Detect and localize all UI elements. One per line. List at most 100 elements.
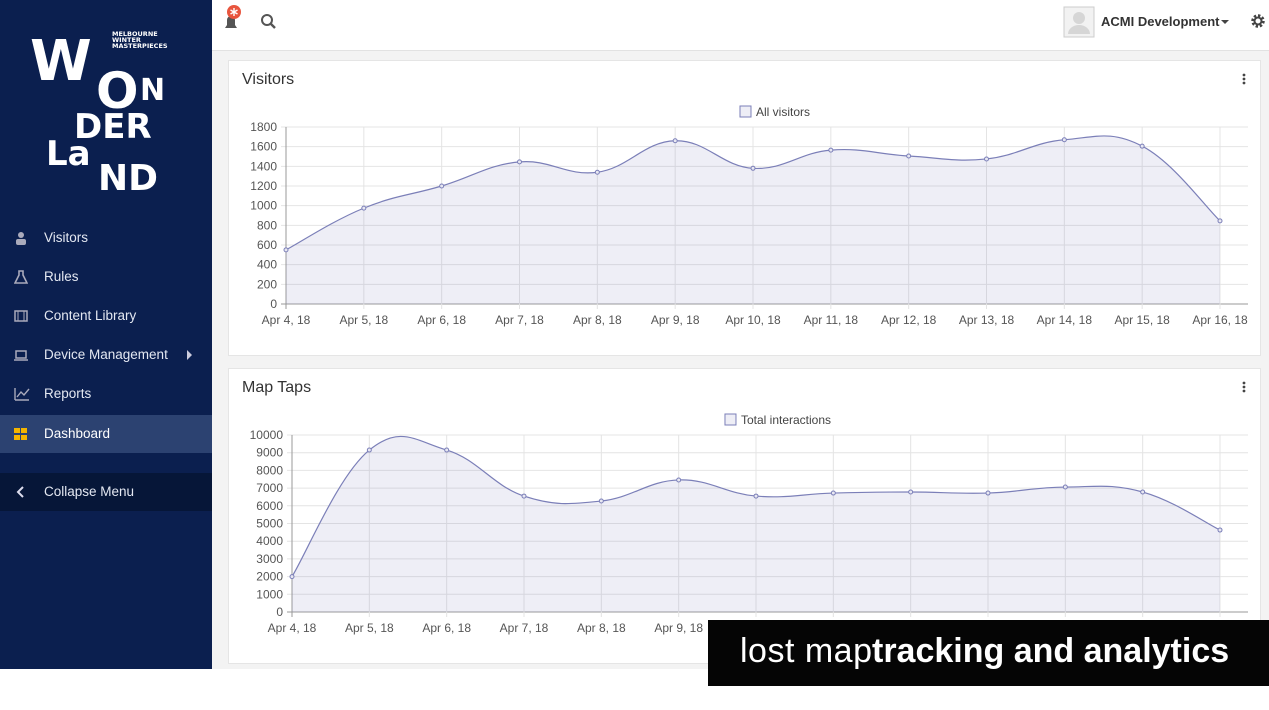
collapse-menu[interactable]: Collapse Menu: [0, 473, 212, 511]
top-bar: ACMI Development: [212, 0, 1269, 51]
y-tick-label: 6000: [256, 499, 283, 513]
point: [828, 147, 834, 153]
point: [753, 493, 759, 499]
icon: [14, 428, 27, 440]
point: [517, 159, 522, 165]
x-tick-label: Apr 11, 18: [804, 313, 859, 327]
logo-tagline: WINTER: [112, 36, 141, 44]
y-tick-label: 10000: [250, 428, 284, 442]
point: [1139, 143, 1145, 149]
point: [361, 205, 367, 211]
user-name[interactable]: ACMI Development: [1101, 14, 1220, 29]
nav-item[interactable]: Rules: [0, 258, 212, 296]
chart-title: Visitors: [242, 71, 294, 88]
x-tick-label: Apr 12, 18: [881, 313, 937, 327]
point: [984, 156, 989, 162]
point: [1061, 137, 1067, 143]
nav-label: Content Library: [44, 308, 137, 323]
point: [1140, 489, 1146, 495]
point: [830, 490, 836, 496]
x-tick-label: Apr 6, 18: [417, 313, 466, 327]
area: [292, 436, 1220, 612]
y-tick-label: 2000: [256, 570, 283, 584]
search[interactable]: [261, 14, 276, 29]
point: [908, 489, 914, 495]
logo: W O N DER La ND MELBOURNE WINTER MASTERP…: [30, 29, 168, 199]
y-tick-label: 1400: [250, 159, 277, 173]
nav-item[interactable]: Content Library: [0, 297, 212, 335]
legend-swatch: [739, 105, 752, 118]
x-tick-label: Apr 16, 18: [1192, 313, 1248, 327]
x-tick-label: Apr 5, 18: [339, 313, 388, 327]
icon: [14, 310, 28, 322]
logo-letter: La: [46, 134, 91, 174]
logo-letter: N: [140, 73, 165, 108]
logo-tagline: MASTERPIECES: [112, 42, 168, 50]
x-tick-label: Apr 8, 18: [577, 621, 626, 635]
sidebar: W O N DER La ND MELBOURNE WINTER MASTERP…: [0, 0, 212, 669]
y-tick-label: 9000: [256, 446, 283, 460]
panel-menu: [1242, 385, 1246, 389]
x-tick-label: Apr 7, 18: [500, 621, 549, 635]
logo-tagline: MELBOURNE: [112, 30, 158, 38]
nav-label: Dashboard: [44, 426, 111, 441]
point: [594, 169, 600, 175]
point: [985, 490, 991, 496]
icon: [16, 232, 26, 245]
nav-item[interactable]: Dashboard: [0, 415, 212, 453]
y-tick-label: 200: [257, 277, 277, 291]
nav-item[interactable]: Reports: [0, 375, 212, 413]
panel-menu: [1242, 77, 1246, 81]
x-tick-label: Apr 6, 18: [422, 621, 471, 635]
top-bar-icons: ACMI Development: [225, 5, 1265, 38]
point: [750, 165, 756, 171]
x-tick-label: Apr 14, 18: [1037, 313, 1093, 327]
icon: [16, 486, 24, 498]
point: [906, 153, 912, 159]
logo-letter: O: [96, 62, 139, 120]
logo-letter: ND: [98, 158, 158, 199]
y-tick-label: 1800: [250, 120, 277, 134]
point: [1217, 218, 1223, 224]
area: [286, 135, 1220, 304]
y-tick-label: 0: [270, 297, 277, 311]
point: [366, 447, 372, 453]
legend-swatch: [724, 413, 737, 426]
point: [672, 138, 678, 144]
x-tick-label: Apr 4, 18: [262, 313, 311, 327]
x-tick-label: Apr 9, 18: [654, 621, 703, 635]
nav-label: Collapse Menu: [44, 484, 135, 499]
chart: Visitors 0 200 400 600 800 1000 1200 1400 1600 180…: [242, 71, 1248, 327]
point: [676, 477, 682, 483]
x-tick-label: Apr 10, 18: [725, 313, 781, 327]
caption: lost map tracking and analytics: [708, 620, 1269, 686]
panel-menu: [1242, 73, 1246, 77]
point: [283, 247, 289, 253]
user-caret[interactable]: [1221, 20, 1229, 24]
y-tick-label: 0: [276, 605, 283, 619]
y-tick-label: 1600: [250, 140, 277, 154]
legend-label: Total interactions: [741, 413, 831, 427]
x-tick-label: Apr 13, 18: [959, 313, 1015, 327]
nav-item[interactable]: Device Management: [0, 336, 212, 374]
y-tick-label: 8000: [256, 463, 283, 477]
nav-label: Visitors: [44, 230, 89, 245]
y-tick-label: 7000: [256, 481, 283, 495]
nav-label: Reports: [44, 386, 92, 401]
y-tick-label: 1200: [250, 179, 277, 193]
caption-bold: tracking and analytics: [872, 632, 1230, 670]
y-tick-label: 3000: [256, 552, 283, 566]
x-tick-label: Apr 9, 18: [651, 313, 700, 327]
chart: Map Taps 0 1000 2000 3000 4000 5000 6000 7000 800…: [242, 379, 1248, 635]
submenu-arrow: [187, 350, 192, 360]
nav-item[interactable]: Visitors: [0, 219, 212, 257]
nav-label: Rules: [44, 269, 79, 284]
logo-letter: W: [30, 29, 92, 94]
point: [439, 183, 445, 189]
y-tick-label: 800: [257, 218, 277, 232]
panel-menu: [1242, 81, 1246, 85]
visitors-panel: Visitors 0 200 400 600 800 1000 1200 1400 1600 180…: [228, 60, 1261, 356]
panel-menu: [1242, 389, 1246, 393]
chart-title: Map Taps: [242, 379, 311, 396]
settings[interactable]: [1251, 14, 1265, 28]
